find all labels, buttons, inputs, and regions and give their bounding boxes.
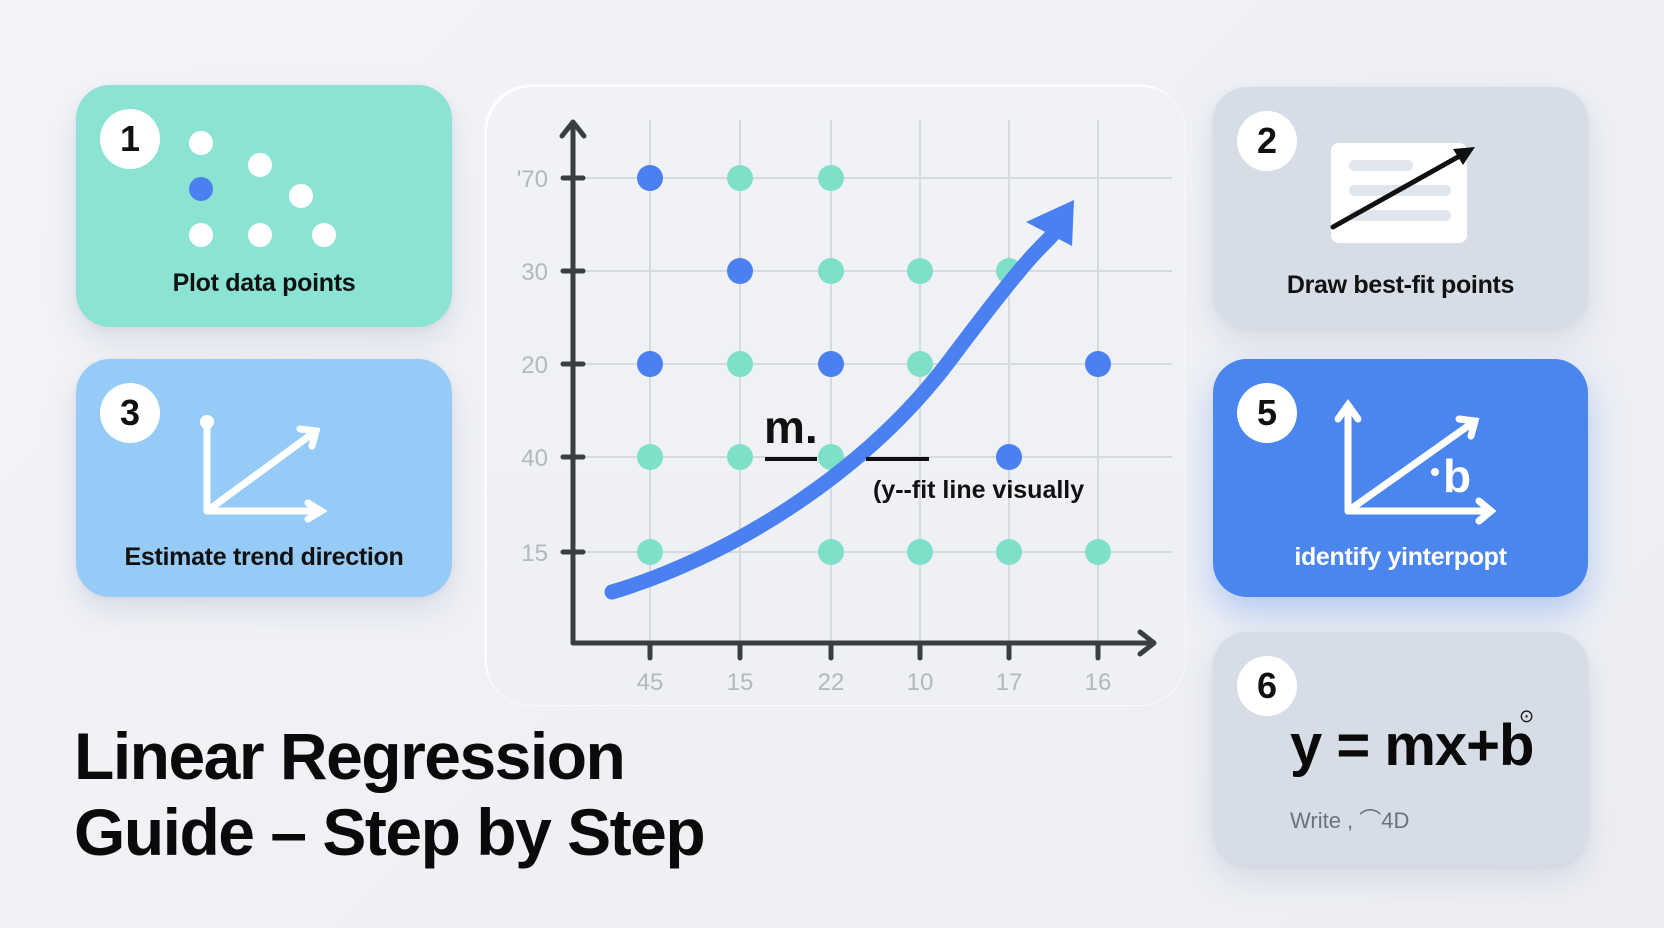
formula-mark-icon: ⊙ <box>1519 706 1535 726</box>
step-label: Plot data points <box>172 269 356 297</box>
intercept-b-label: b <box>1443 450 1471 502</box>
formula-text: y = mx+b <box>1290 713 1534 778</box>
axes-trend-arrow-icon <box>200 415 328 523</box>
page-title: Linear Regression Guide – Step by Step <box>74 718 706 870</box>
step-number-badge: 2 <box>1237 111 1297 171</box>
step-card-2: 2 Draw best-fit points <box>1213 87 1588 327</box>
axes-intercept-b-icon: b <box>1334 398 1497 525</box>
step-label: Draw best-fit points <box>1286 271 1515 299</box>
step-number-badge: 1 <box>100 109 160 169</box>
scatter-dots-icon <box>189 131 336 247</box>
step-number-badge: 5 <box>1237 383 1297 443</box>
step-label: identify yinterpopt <box>1294 543 1507 571</box>
step-number-badge: 3 <box>100 383 160 443</box>
title-line-1: Linear Regression <box>74 719 626 793</box>
step-number-badge: 6 <box>1237 656 1297 716</box>
step-label: Estimate trend direction <box>124 543 404 571</box>
chart-panel <box>485 85 1185 705</box>
step-card-5: 5 b identify yinterpopt <box>1213 359 1588 597</box>
step-card-6: 6 <box>1213 632 1588 865</box>
formula-equation: y = mx+b <box>1290 712 1534 779</box>
step-card-1: 1 Plot data points <box>76 85 452 327</box>
title-line-2: Guide – Step by Step <box>74 795 706 869</box>
step-card-3: 3 Estimate trend direction <box>76 359 452 597</box>
formula-note: Write , ⌒4D <box>1290 808 1410 833</box>
document-trend-arrow-icon <box>1330 143 1475 243</box>
